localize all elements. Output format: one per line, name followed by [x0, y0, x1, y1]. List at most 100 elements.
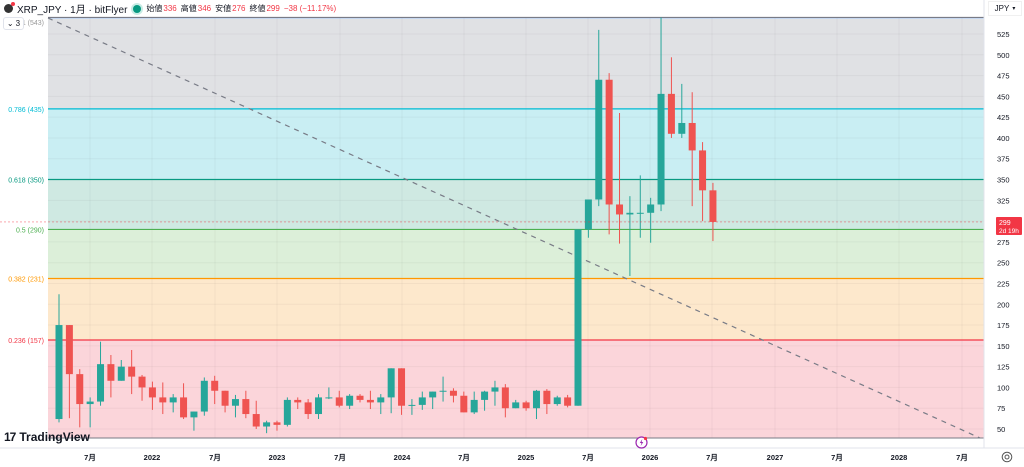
candle-body[interactable] [616, 204, 624, 215]
gear-icon[interactable] [1001, 451, 1013, 463]
candle-body[interactable] [294, 399, 302, 403]
fib-bands [48, 17, 984, 438]
price-tick-label: 225 [997, 279, 1010, 288]
fib-band [48, 229, 984, 279]
candle-body[interactable] [190, 411, 198, 418]
candle-body[interactable] [470, 399, 478, 413]
candle-body[interactable] [647, 204, 655, 213]
candle-body[interactable] [273, 422, 281, 425]
candle-body[interactable] [315, 397, 322, 415]
candle-body[interactable] [491, 387, 499, 392]
candle-body[interactable] [335, 397, 343, 406]
fib-label: 0.786 (435) [8, 107, 44, 114]
tradingview-wordmark: TradingView [19, 430, 90, 444]
candle-body[interactable] [169, 397, 177, 403]
time-tick-label: 7月 [831, 453, 843, 462]
candle-body[interactable] [678, 122, 686, 134]
candle-body[interactable] [148, 387, 156, 398]
candle-body[interactable] [605, 79, 613, 205]
candle-body[interactable] [159, 397, 167, 403]
candle-body[interactable] [304, 402, 312, 415]
candle-body[interactable] [688, 122, 696, 151]
candle-body[interactable] [449, 390, 457, 396]
trendline [47, 17, 981, 439]
price-tick-label: 125 [997, 363, 1010, 372]
candle-body[interactable] [200, 380, 208, 412]
price-tick-label: 425 [997, 113, 1010, 122]
candle-body[interactable] [117, 366, 125, 381]
candle-body[interactable] [356, 395, 364, 400]
time-tick-label: 7月 [956, 453, 968, 462]
candle-body[interactable] [667, 93, 675, 134]
candle-body[interactable] [180, 397, 188, 418]
price-tick-label: 475 [997, 72, 1010, 81]
candle-body[interactable] [211, 380, 219, 391]
candle-body[interactable] [325, 397, 333, 399]
candle-body[interactable] [387, 368, 395, 398]
candle-body[interactable] [626, 212, 634, 215]
time-tick-label: 7月 [334, 453, 346, 462]
candle-body[interactable] [86, 401, 94, 405]
candle-body[interactable] [564, 397, 572, 406]
candle-body[interactable] [709, 190, 717, 222]
fib-band [48, 19, 984, 109]
price-axis: 5075100125150175200225250275300325350375… [983, 0, 1024, 467]
candle-body[interactable] [584, 199, 592, 230]
time-tick-label: 7月 [706, 453, 718, 462]
candle-body[interactable] [283, 399, 291, 425]
candle-body[interactable] [398, 368, 406, 406]
fib-band [48, 179, 984, 230]
candle-body[interactable] [97, 364, 105, 402]
candle-body[interactable] [532, 390, 540, 409]
candle-body[interactable] [55, 325, 63, 420]
candle-body[interactable] [408, 404, 416, 406]
candle-body[interactable] [366, 399, 374, 403]
candle-body[interactable] [595, 79, 603, 200]
candle-body[interactable] [221, 390, 229, 406]
time-tick-label: 7月 [84, 453, 96, 462]
candle-body[interactable] [107, 364, 115, 381]
candle-body[interactable] [65, 325, 73, 375]
candle-body[interactable] [553, 397, 561, 405]
price-tick-label: 250 [997, 259, 1010, 268]
currency-select[interactable]: JPY ▾ [988, 1, 1022, 16]
candle-body[interactable] [657, 93, 665, 205]
candle-body[interactable] [231, 399, 239, 406]
candle-body[interactable] [346, 395, 354, 406]
candle-body[interactable] [76, 374, 84, 405]
candle-body[interactable] [699, 150, 707, 191]
symbol-logo-icon [4, 2, 15, 13]
time-axis-bg [0, 448, 1024, 467]
candle-body[interactable] [481, 391, 489, 400]
candle-body[interactable] [439, 390, 447, 392]
price-tick-label: 450 [997, 92, 1010, 101]
symbol-title[interactable]: XRP_JPY · 1月 · bitFlyer [17, 5, 128, 16]
candle-body[interactable] [128, 366, 136, 377]
ohlc-high: 高値346 [180, 4, 212, 13]
candle-body[interactable] [460, 395, 468, 413]
candle-body[interactable] [252, 414, 260, 427]
candle-body[interactable] [636, 212, 644, 214]
lightning-icon[interactable] [635, 436, 648, 449]
candle-body[interactable] [138, 376, 146, 388]
candle-body[interactable] [242, 399, 250, 415]
candle-body[interactable] [377, 397, 385, 403]
fib-label: 0.618 (350) [8, 178, 44, 185]
time-tick-label: 2023 [269, 453, 286, 462]
candle-body[interactable] [418, 397, 426, 405]
time-axis: 7月 2022 7月 2023 7月 2024 7月 2025 7月 2026 7月 2027 7月 20… [0, 447, 1024, 467]
candle-body[interactable] [574, 229, 582, 406]
candle-body[interactable] [543, 390, 551, 405]
candle-body[interactable] [512, 402, 520, 409]
candle-body[interactable] [501, 387, 509, 409]
collapse-indicators-button[interactable]: ⌄ 3 [3, 17, 24, 30]
candle-body[interactable] [263, 422, 271, 427]
tradingview-logo[interactable]: 17 TradingView [4, 430, 90, 444]
candle-body[interactable] [429, 391, 437, 398]
dashed-trendline[interactable] [47, 17, 981, 439]
chevron-down-icon: ⌄ [6, 19, 14, 28]
ohlc-values: 始値336 高値346 安値276 終値299 [146, 3, 279, 14]
candle-body[interactable] [522, 402, 530, 409]
